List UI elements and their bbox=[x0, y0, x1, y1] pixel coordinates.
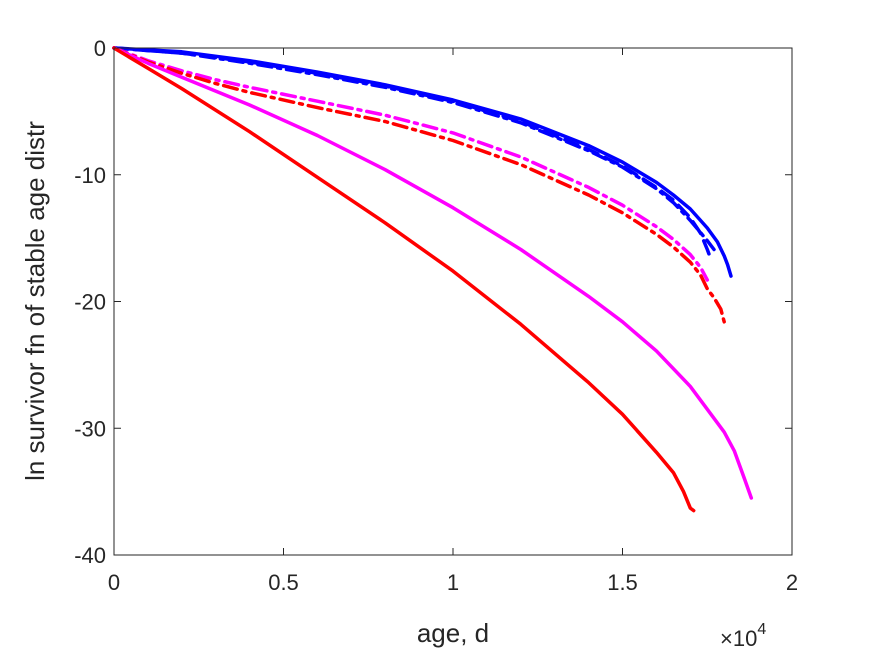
y-tick-label: -20 bbox=[74, 290, 106, 315]
x-tick-label: 1.5 bbox=[607, 570, 638, 595]
x-tick-label: 1 bbox=[447, 570, 459, 595]
x-multiplier-base: ×10 bbox=[720, 626, 757, 651]
plot-background bbox=[114, 48, 792, 555]
x-multiplier: ×104 bbox=[720, 621, 766, 651]
series-layer bbox=[112, 46, 754, 513]
series-line-2 bbox=[112, 46, 716, 252]
x-tick-label: 0.5 bbox=[268, 570, 299, 595]
series-line-4 bbox=[112, 46, 726, 324]
y-tick-label: 0 bbox=[94, 36, 106, 61]
y-tick-label: -40 bbox=[74, 543, 106, 568]
x-axis-label: age, d bbox=[417, 618, 489, 648]
tick-layer: 0 0.5 1 1.5 2 0 -10 -20 -30 -40 bbox=[74, 36, 798, 595]
series-line-3 bbox=[112, 46, 710, 282]
y-axis-label: ln survivor fn of stable age distr bbox=[20, 121, 50, 481]
x-multiplier-exponent: 4 bbox=[757, 621, 766, 638]
series-line-5 bbox=[112, 46, 754, 500]
series-line-6 bbox=[112, 46, 696, 513]
x-tick-label: 0 bbox=[108, 570, 120, 595]
y-tick-label: -30 bbox=[74, 416, 106, 441]
x-tick-label: 2 bbox=[786, 570, 798, 595]
y-tick-label: -10 bbox=[74, 163, 106, 188]
